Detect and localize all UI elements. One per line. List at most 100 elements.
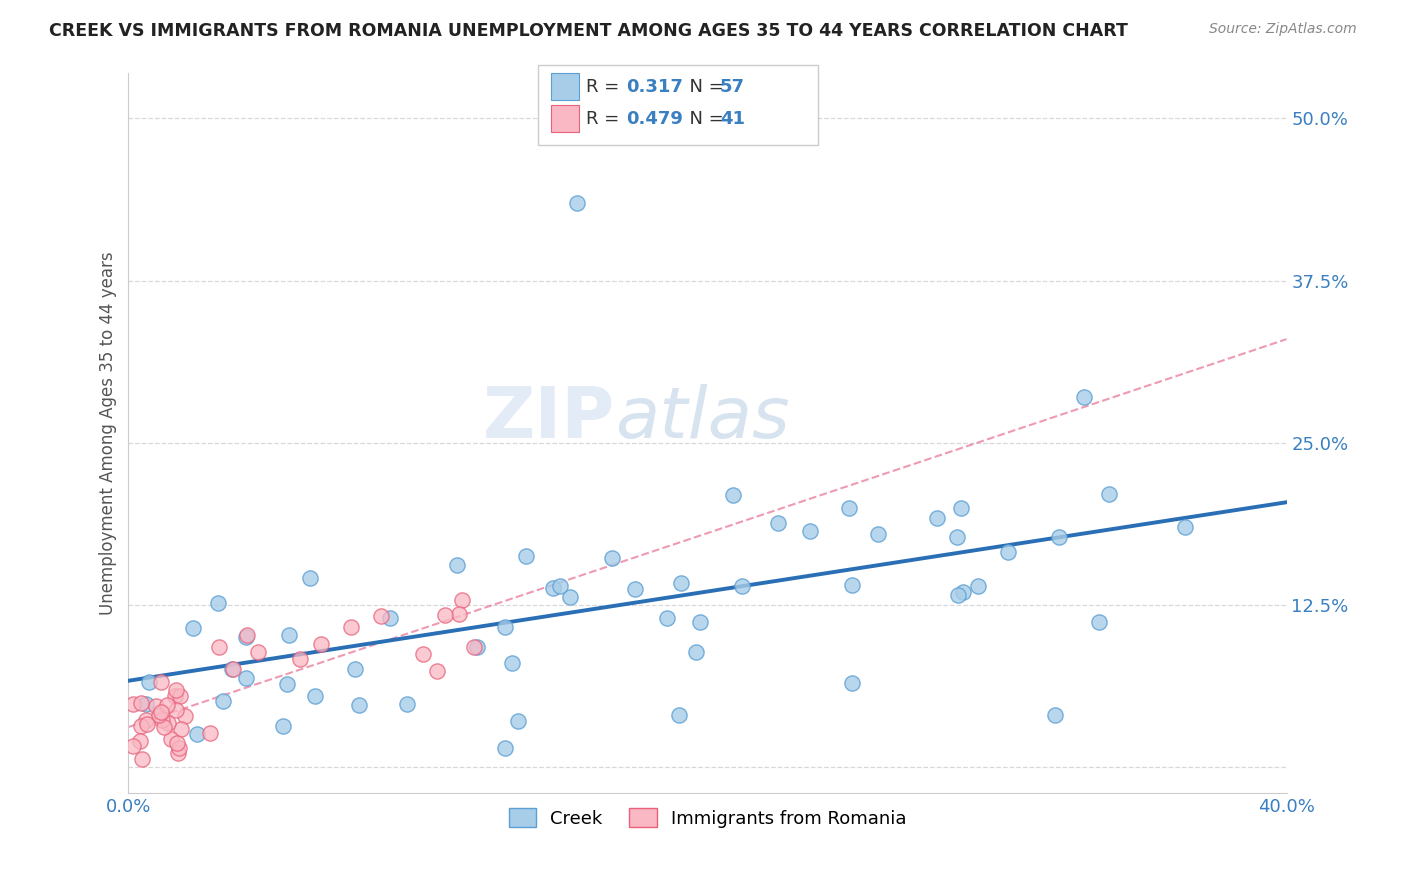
Point — [186, 727, 208, 741]
Point — [1047, 530, 1070, 544]
Point — [174, 709, 197, 723]
Point — [841, 577, 863, 591]
Point — [235, 672, 257, 686]
Point — [129, 734, 152, 748]
Text: N =: N = — [678, 78, 730, 95]
Point — [841, 676, 863, 690]
Point — [165, 682, 187, 697]
Point — [925, 511, 948, 525]
Point — [339, 620, 361, 634]
Point — [799, 524, 821, 539]
Point — [655, 611, 678, 625]
Point — [600, 550, 623, 565]
Point — [129, 696, 152, 710]
Text: 41: 41 — [720, 110, 745, 128]
Point — [370, 609, 392, 624]
Point — [148, 707, 170, 722]
Point — [349, 698, 371, 712]
Point — [247, 645, 270, 659]
Point — [156, 716, 179, 731]
Point — [271, 719, 294, 733]
Point — [153, 720, 176, 734]
Point — [212, 694, 235, 708]
Point — [129, 719, 152, 733]
Point — [276, 677, 298, 691]
Point — [165, 689, 187, 703]
Text: R =: R = — [586, 78, 626, 95]
Point — [344, 662, 367, 676]
Point — [1073, 391, 1095, 405]
Point — [309, 637, 332, 651]
Point — [967, 579, 990, 593]
Point — [221, 662, 243, 676]
Text: 0.317: 0.317 — [626, 78, 682, 95]
Point — [515, 549, 537, 563]
Point — [290, 651, 312, 665]
Point — [433, 608, 456, 623]
Point — [768, 516, 790, 530]
Text: 0.479: 0.479 — [626, 110, 682, 128]
Point — [721, 488, 744, 502]
Point — [1174, 520, 1197, 534]
Point — [235, 628, 257, 642]
Point — [149, 674, 172, 689]
Text: N =: N = — [678, 110, 730, 128]
Point — [868, 527, 890, 541]
Point — [167, 741, 190, 756]
Point — [548, 579, 571, 593]
Legend: Creek, Immigrants from Romania: Creek, Immigrants from Romania — [502, 801, 914, 835]
Point — [685, 645, 707, 659]
Point — [838, 500, 860, 515]
Point — [160, 731, 183, 746]
Point — [689, 615, 711, 629]
Point — [277, 628, 299, 642]
Point — [131, 752, 153, 766]
Point — [207, 596, 229, 610]
Point — [494, 740, 516, 755]
Point — [395, 697, 418, 711]
Point — [208, 640, 231, 654]
Text: ZIP: ZIP — [482, 384, 614, 453]
Point — [950, 500, 973, 515]
Point — [156, 698, 179, 712]
Point — [952, 585, 974, 599]
Point — [166, 736, 188, 750]
Point — [298, 571, 321, 585]
Point — [624, 582, 647, 596]
Point — [122, 739, 145, 754]
Point — [567, 195, 589, 210]
Point — [181, 621, 204, 635]
Point — [1098, 487, 1121, 501]
Point — [135, 717, 157, 731]
Point — [222, 662, 245, 676]
Point — [412, 648, 434, 662]
Text: 57: 57 — [720, 78, 745, 95]
Point — [165, 703, 187, 717]
Point — [506, 714, 529, 729]
Point — [169, 690, 191, 704]
Point — [138, 675, 160, 690]
Point — [669, 575, 692, 590]
Point — [494, 620, 516, 634]
Point — [426, 665, 449, 679]
Point — [167, 746, 190, 760]
Point — [501, 656, 523, 670]
Point — [668, 708, 690, 723]
Point — [150, 714, 173, 728]
Point — [235, 630, 257, 644]
Point — [731, 579, 754, 593]
Text: atlas: atlas — [614, 384, 790, 453]
Point — [465, 640, 488, 655]
Point — [1087, 615, 1109, 629]
Point — [122, 698, 145, 712]
Point — [145, 698, 167, 713]
Point — [451, 593, 474, 607]
Point — [447, 607, 470, 622]
Point — [149, 705, 172, 719]
Point — [997, 544, 1019, 558]
Point — [945, 530, 967, 544]
Text: Source: ZipAtlas.com: Source: ZipAtlas.com — [1209, 22, 1357, 37]
Point — [198, 726, 221, 740]
Text: CREEK VS IMMIGRANTS FROM ROMANIA UNEMPLOYMENT AMONG AGES 35 TO 44 YEARS CORRELAT: CREEK VS IMMIGRANTS FROM ROMANIA UNEMPLO… — [49, 22, 1128, 40]
Point — [304, 689, 326, 703]
